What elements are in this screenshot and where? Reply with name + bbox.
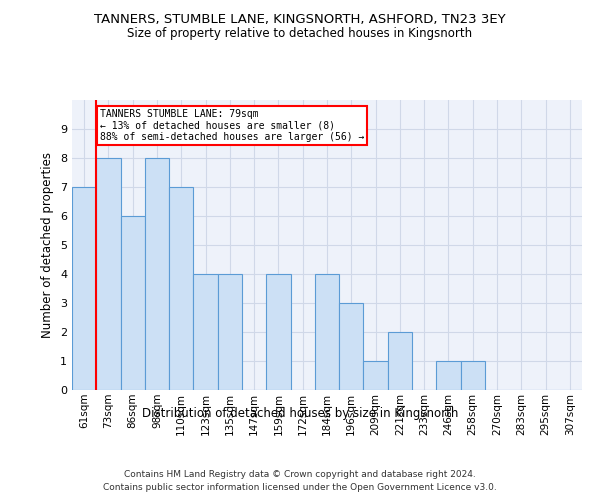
Text: Contains public sector information licensed under the Open Government Licence v3: Contains public sector information licen… (103, 482, 497, 492)
Bar (96, 158, 121, 390)
Bar (315, 274, 339, 390)
Bar (388, 332, 412, 390)
Text: TANNERS, STUMBLE LANE, KINGSNORTH, ASHFORD, TN23 3EY: TANNERS, STUMBLE LANE, KINGSNORTH, ASHFO… (94, 12, 506, 26)
Bar (436, 361, 461, 390)
Bar (72, 187, 96, 390)
Bar (145, 158, 169, 390)
Bar (193, 274, 218, 390)
Text: Distribution of detached houses by size in Kingsnorth: Distribution of detached houses by size … (142, 408, 458, 420)
Bar (461, 361, 485, 390)
Text: Size of property relative to detached houses in Kingsnorth: Size of property relative to detached ho… (127, 28, 473, 40)
Y-axis label: Number of detached properties: Number of detached properties (41, 152, 55, 338)
Text: TANNERS STUMBLE LANE: 79sqm
← 13% of detached houses are smaller (8)
88% of semi: TANNERS STUMBLE LANE: 79sqm ← 13% of det… (100, 108, 364, 142)
Bar (169, 187, 193, 390)
Text: Contains HM Land Registry data © Crown copyright and database right 2024.: Contains HM Land Registry data © Crown c… (124, 470, 476, 479)
Bar (121, 216, 145, 390)
Bar (266, 274, 290, 390)
Bar (364, 361, 388, 390)
Bar (339, 303, 364, 390)
Bar (218, 274, 242, 390)
